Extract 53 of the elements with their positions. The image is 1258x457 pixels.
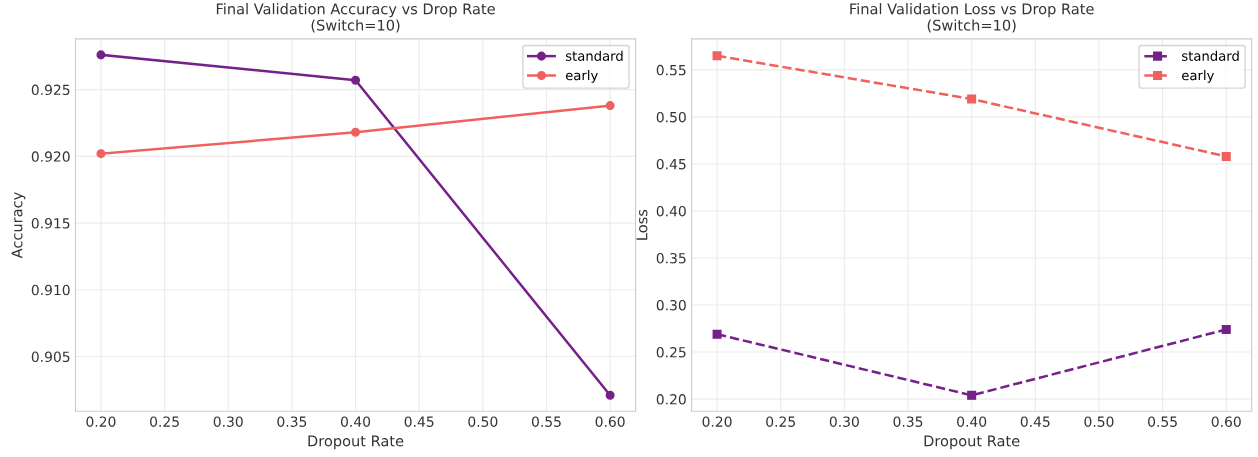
point xyxy=(712,51,722,61)
y-tick-label: 0.55 xyxy=(656,64,686,76)
x-tick-label: 0.55 xyxy=(531,416,561,427)
point xyxy=(967,390,977,400)
y-tick-label: 0.20 xyxy=(656,394,686,405)
x-axis-title: Dropout Rate xyxy=(924,435,1020,450)
x-tick-label: 0.60 xyxy=(595,416,625,427)
x-tick-label: 0.35 xyxy=(277,416,307,427)
y-tick-label: 0.25 xyxy=(656,347,686,358)
x-tick-label: 0.45 xyxy=(1020,416,1050,427)
point xyxy=(967,94,977,104)
x-tick-label: 0.40 xyxy=(957,416,987,427)
y-tick-label: 0.35 xyxy=(656,252,686,264)
chart-title: Final Validation Accuracy vs Drop Rate (Switch=10) xyxy=(216,3,495,33)
legend-label: early xyxy=(1182,70,1215,83)
x-tick-label: 0.60 xyxy=(1211,416,1241,427)
x-tick-label: 0.40 xyxy=(340,416,371,427)
legend-label: standard xyxy=(1182,50,1239,61)
y-tick-label: 0.40 xyxy=(656,205,686,217)
x-axis-title: Dropout Rate xyxy=(308,435,404,450)
point xyxy=(1221,324,1231,334)
x-tick-label: 0.50 xyxy=(1084,416,1114,427)
x-tick-label: 0.35 xyxy=(893,416,923,427)
y-tick-label: 0.910 xyxy=(31,284,70,296)
legend-label: early xyxy=(565,70,598,83)
chart-title: Final Validation Loss vs Drop Rate (Switch=10) xyxy=(850,3,1094,33)
y-axis-title: Accuracy xyxy=(11,192,26,259)
x-tick-label: 0.20 xyxy=(702,416,732,427)
y-axis-title: Loss xyxy=(636,209,648,240)
x-tick-label: 0.25 xyxy=(150,416,179,427)
y-tick-label: 0.50 xyxy=(656,111,686,123)
y-tick-label: 0.905 xyxy=(31,351,70,363)
x-tick-label: 0.55 xyxy=(1148,416,1177,427)
legend-label: standard xyxy=(565,50,623,61)
point xyxy=(96,149,106,159)
x-tick-label: 0.30 xyxy=(829,416,859,427)
point xyxy=(712,329,722,339)
point xyxy=(96,50,106,60)
y-tick-label: 0.925 xyxy=(31,84,70,96)
x-tick-label: 0.30 xyxy=(213,416,243,427)
x-tick-label: 0.50 xyxy=(468,416,498,427)
x-tick-label: 0.25 xyxy=(766,416,795,427)
point xyxy=(605,390,615,400)
y-tick-label: 0.915 xyxy=(31,218,70,229)
x-tick-label: 0.20 xyxy=(86,416,116,427)
point xyxy=(605,101,615,111)
y-tick-label: 0.45 xyxy=(656,158,686,170)
x-tick-label: 0.45 xyxy=(404,416,434,427)
point xyxy=(351,127,361,137)
point xyxy=(351,75,361,85)
y-tick-label: 0.920 xyxy=(31,151,70,162)
y-tick-label: 0.30 xyxy=(656,299,686,311)
point xyxy=(1221,151,1231,161)
